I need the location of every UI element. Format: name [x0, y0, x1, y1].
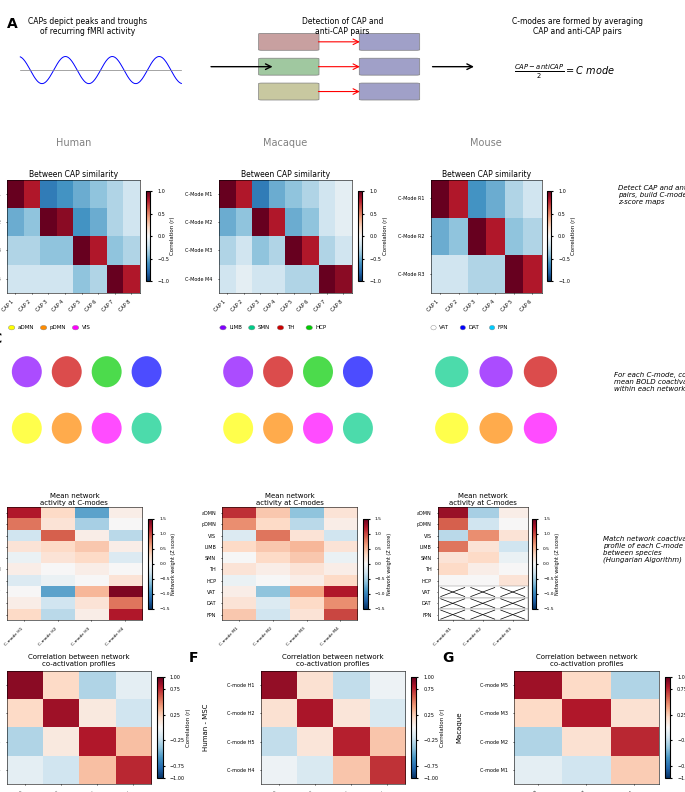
- FancyBboxPatch shape: [258, 58, 319, 75]
- Ellipse shape: [223, 356, 253, 387]
- Y-axis label: Correlation (r): Correlation (r): [171, 217, 175, 255]
- Ellipse shape: [524, 356, 557, 387]
- Text: aDMN: aDMN: [18, 326, 34, 330]
- Ellipse shape: [479, 413, 512, 444]
- Text: CAPs depict peaks and troughs
of recurring fMRI activity: CAPs depict peaks and troughs of recurri…: [28, 17, 147, 36]
- Text: For each C-mode, compute
mean BOLD coactivation
within each network: For each C-mode, compute mean BOLD coact…: [614, 371, 685, 392]
- Text: Mouse: Mouse: [471, 138, 502, 148]
- Circle shape: [220, 326, 226, 330]
- Circle shape: [460, 326, 466, 330]
- Text: A: A: [7, 17, 18, 31]
- Circle shape: [306, 326, 312, 330]
- Text: F: F: [188, 651, 198, 664]
- Text: Detection of CAP and
anti-CAP pairs: Detection of CAP and anti-CAP pairs: [302, 17, 383, 36]
- Y-axis label: Network weight (Z score): Network weight (Z score): [556, 533, 560, 595]
- Text: SMN: SMN: [258, 326, 271, 330]
- Text: HCP: HCP: [316, 326, 327, 330]
- Circle shape: [73, 326, 79, 330]
- Y-axis label: Correlation (r): Correlation (r): [440, 708, 445, 747]
- Title: Between CAP similarity: Between CAP similarity: [29, 169, 118, 179]
- Title: Between CAP similarity: Between CAP similarity: [442, 169, 531, 179]
- Ellipse shape: [524, 413, 557, 444]
- Title: Mean network
activity at C-modes: Mean network activity at C-modes: [40, 493, 108, 505]
- Bar: [438, 598, 527, 609]
- Ellipse shape: [303, 356, 333, 387]
- Text: DAT: DAT: [468, 326, 479, 330]
- Text: LIMB: LIMB: [229, 326, 242, 330]
- Text: TH: TH: [287, 326, 295, 330]
- Bar: [438, 586, 527, 598]
- FancyBboxPatch shape: [359, 83, 420, 100]
- Text: pDMN: pDMN: [50, 326, 66, 330]
- Text: C: C: [0, 332, 1, 346]
- Circle shape: [277, 326, 284, 330]
- Text: $\frac{CAP - antiCAP}{2} = C\ mode$: $\frac{CAP - antiCAP}{2} = C\ mode$: [514, 63, 614, 82]
- Text: Macaque: Macaque: [457, 712, 462, 744]
- Circle shape: [431, 326, 436, 330]
- Ellipse shape: [263, 356, 293, 387]
- Circle shape: [249, 326, 255, 330]
- Title: Mean network
activity at C-modes: Mean network activity at C-modes: [449, 493, 516, 505]
- Ellipse shape: [12, 413, 42, 444]
- Title: Correlation between network
co-activation profiles: Correlation between network co-activatio…: [28, 653, 129, 667]
- Text: G: G: [443, 651, 453, 664]
- Ellipse shape: [92, 356, 122, 387]
- Text: Macaque: Macaque: [263, 138, 308, 148]
- Circle shape: [40, 326, 47, 330]
- FancyBboxPatch shape: [359, 33, 420, 51]
- Text: Human: Human: [55, 138, 91, 148]
- Circle shape: [8, 326, 15, 330]
- Bar: [438, 609, 527, 620]
- Text: C-modes are formed by averaging
CAP and anti-CAP pairs: C-modes are formed by averaging CAP and …: [512, 17, 643, 36]
- Ellipse shape: [435, 356, 469, 387]
- Ellipse shape: [12, 356, 42, 387]
- Ellipse shape: [263, 413, 293, 444]
- Y-axis label: Correlation (r): Correlation (r): [186, 708, 191, 747]
- Y-axis label: Network weight (Z score): Network weight (Z score): [387, 533, 392, 595]
- FancyBboxPatch shape: [258, 83, 319, 100]
- Ellipse shape: [52, 413, 82, 444]
- Text: VIS: VIS: [82, 326, 91, 330]
- Text: FPN: FPN: [497, 326, 508, 330]
- Ellipse shape: [343, 413, 373, 444]
- Title: Mean network
activity at C-modes: Mean network activity at C-modes: [256, 493, 324, 505]
- Y-axis label: Network weight (Z score): Network weight (Z score): [171, 533, 177, 595]
- Text: Detect CAP and anti-CAP
pairs, build C-modes and
z-score maps: Detect CAP and anti-CAP pairs, build C-m…: [618, 185, 685, 205]
- Title: Between CAP similarity: Between CAP similarity: [240, 169, 330, 179]
- Circle shape: [489, 326, 495, 330]
- Ellipse shape: [132, 413, 162, 444]
- Y-axis label: Correlation (r): Correlation (r): [571, 217, 576, 255]
- Ellipse shape: [223, 413, 253, 444]
- Text: Match network coactivation
profile of each C-mode
between species
(Hungarian Alg: Match network coactivation profile of ea…: [603, 535, 685, 563]
- Text: Human - MSC: Human - MSC: [203, 704, 209, 752]
- Ellipse shape: [303, 413, 333, 444]
- Title: Correlation between network
co-activation profiles: Correlation between network co-activatio…: [282, 653, 384, 667]
- FancyBboxPatch shape: [258, 33, 319, 51]
- Y-axis label: Correlation (r): Correlation (r): [382, 217, 388, 255]
- Title: Correlation between network
co-activation profiles: Correlation between network co-activatio…: [536, 653, 637, 667]
- Ellipse shape: [435, 413, 469, 444]
- FancyBboxPatch shape: [359, 58, 420, 75]
- Ellipse shape: [479, 356, 512, 387]
- Ellipse shape: [132, 356, 162, 387]
- Ellipse shape: [92, 413, 122, 444]
- Ellipse shape: [52, 356, 82, 387]
- Ellipse shape: [343, 356, 373, 387]
- Text: VAT: VAT: [439, 326, 449, 330]
